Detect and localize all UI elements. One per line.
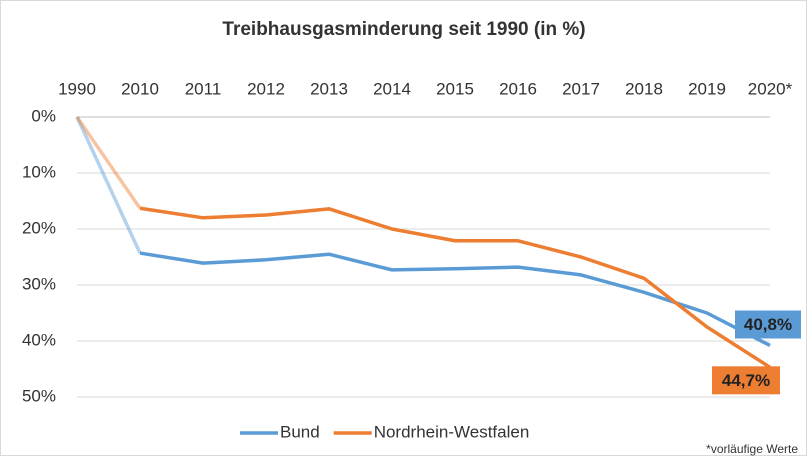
data-label: 44,7% — [722, 371, 770, 390]
x-tick-label: 1990 — [58, 79, 96, 98]
y-tick-label: 50% — [22, 386, 56, 405]
x-tick-label: 2017 — [562, 79, 600, 98]
y-tick-label: 30% — [22, 274, 56, 293]
legend-label: Nordrhein-Westfalen — [374, 422, 530, 441]
label-box — [735, 310, 801, 339]
line-series — [139, 251, 771, 348]
x-tick-label: 2019 — [688, 79, 726, 98]
x-tick-label: 2011 — [185, 79, 222, 98]
x-tick-label: 2015 — [436, 79, 474, 98]
x-tick-label: 2012 — [247, 79, 285, 98]
label-box — [712, 366, 780, 395]
annotation: *vorläufige Werte — [706, 442, 798, 456]
x-tick-label: 2020* — [748, 79, 793, 98]
x-tick-label: 2014 — [373, 79, 411, 98]
x-tick-label: 2010 — [121, 79, 159, 98]
line-segment-faded — [75, 116, 142, 210]
y-tick-label: 20% — [22, 218, 56, 237]
x-tick-label: 2016 — [499, 79, 537, 98]
legend-label: Bund — [280, 422, 320, 441]
y-tick-label: 0% — [31, 106, 56, 125]
y-tick-label: 40% — [22, 330, 56, 349]
line-segment-faded — [75, 116, 142, 254]
x-tick-label: 2018 — [625, 79, 663, 98]
line-series — [139, 206, 771, 369]
y-tick-label: 10% — [22, 162, 56, 181]
chart-title: Treibhausgasminderung seit 1990 (in %) — [222, 19, 585, 40]
data-label: 40,8% — [744, 315, 792, 334]
x-tick-label: 2013 — [310, 79, 348, 98]
